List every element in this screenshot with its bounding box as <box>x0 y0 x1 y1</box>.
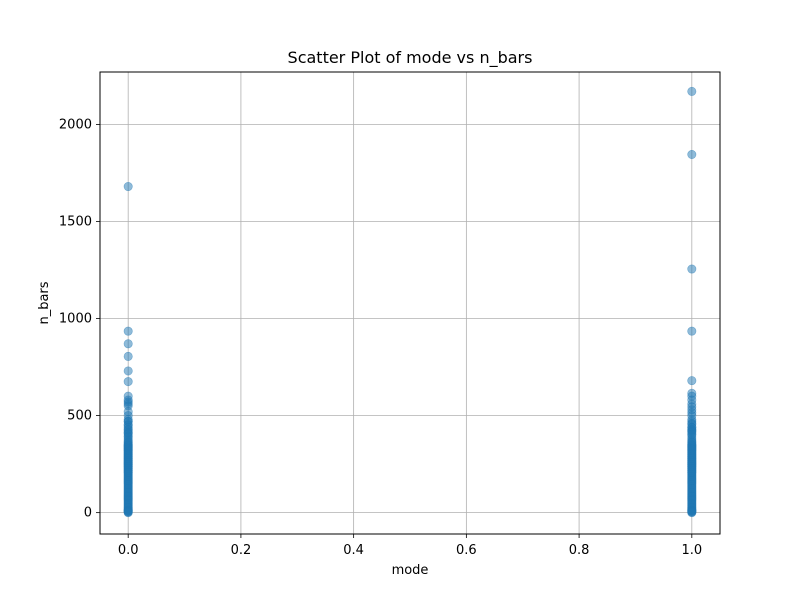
scatter-point <box>123 326 133 336</box>
y-axis-label: n_bars <box>37 281 52 324</box>
y-tick-label: 1500 <box>59 214 92 229</box>
scatter-point <box>123 366 133 376</box>
x-tick-label: 0.0 <box>118 543 139 558</box>
scatter-point <box>687 507 697 517</box>
data-points <box>123 86 697 518</box>
y-tick-label: 1000 <box>59 312 92 327</box>
x-tick-label: 0.4 <box>343 543 364 558</box>
plot-area-frame <box>99 71 721 535</box>
x-axis-label: mode <box>392 563 429 578</box>
y-axis-ticks: 0 500 1000 1500 2000 <box>59 117 100 521</box>
y-tick-label: 500 <box>67 409 92 424</box>
scatter-point <box>687 150 697 160</box>
x-tick-label: 0.6 <box>456 543 477 558</box>
scatter-point <box>123 467 133 477</box>
y-tick-label: 2000 <box>59 117 92 132</box>
scatter-point <box>123 339 133 349</box>
x-tick-label: 0.2 <box>231 543 252 558</box>
grid-lines <box>100 72 720 534</box>
x-tick-label: 0.8 <box>569 543 590 558</box>
y-tick-label: 0 <box>84 506 92 521</box>
scatter-point <box>687 264 697 274</box>
scatter-point <box>687 86 697 96</box>
scatter-point <box>687 467 697 477</box>
x-tick-label: 1.0 <box>681 543 702 558</box>
scatter-point <box>123 377 133 387</box>
scatter-point <box>123 351 133 361</box>
scatter-point <box>687 376 697 386</box>
x-axis-ticks: 0.0 0.2 0.4 0.6 0.8 1.0 <box>118 534 702 558</box>
scatter-point <box>687 326 697 336</box>
chart-title: Scatter Plot of mode vs n_bars <box>288 48 533 68</box>
scatter-point <box>123 507 133 517</box>
scatter-point <box>123 182 133 192</box>
